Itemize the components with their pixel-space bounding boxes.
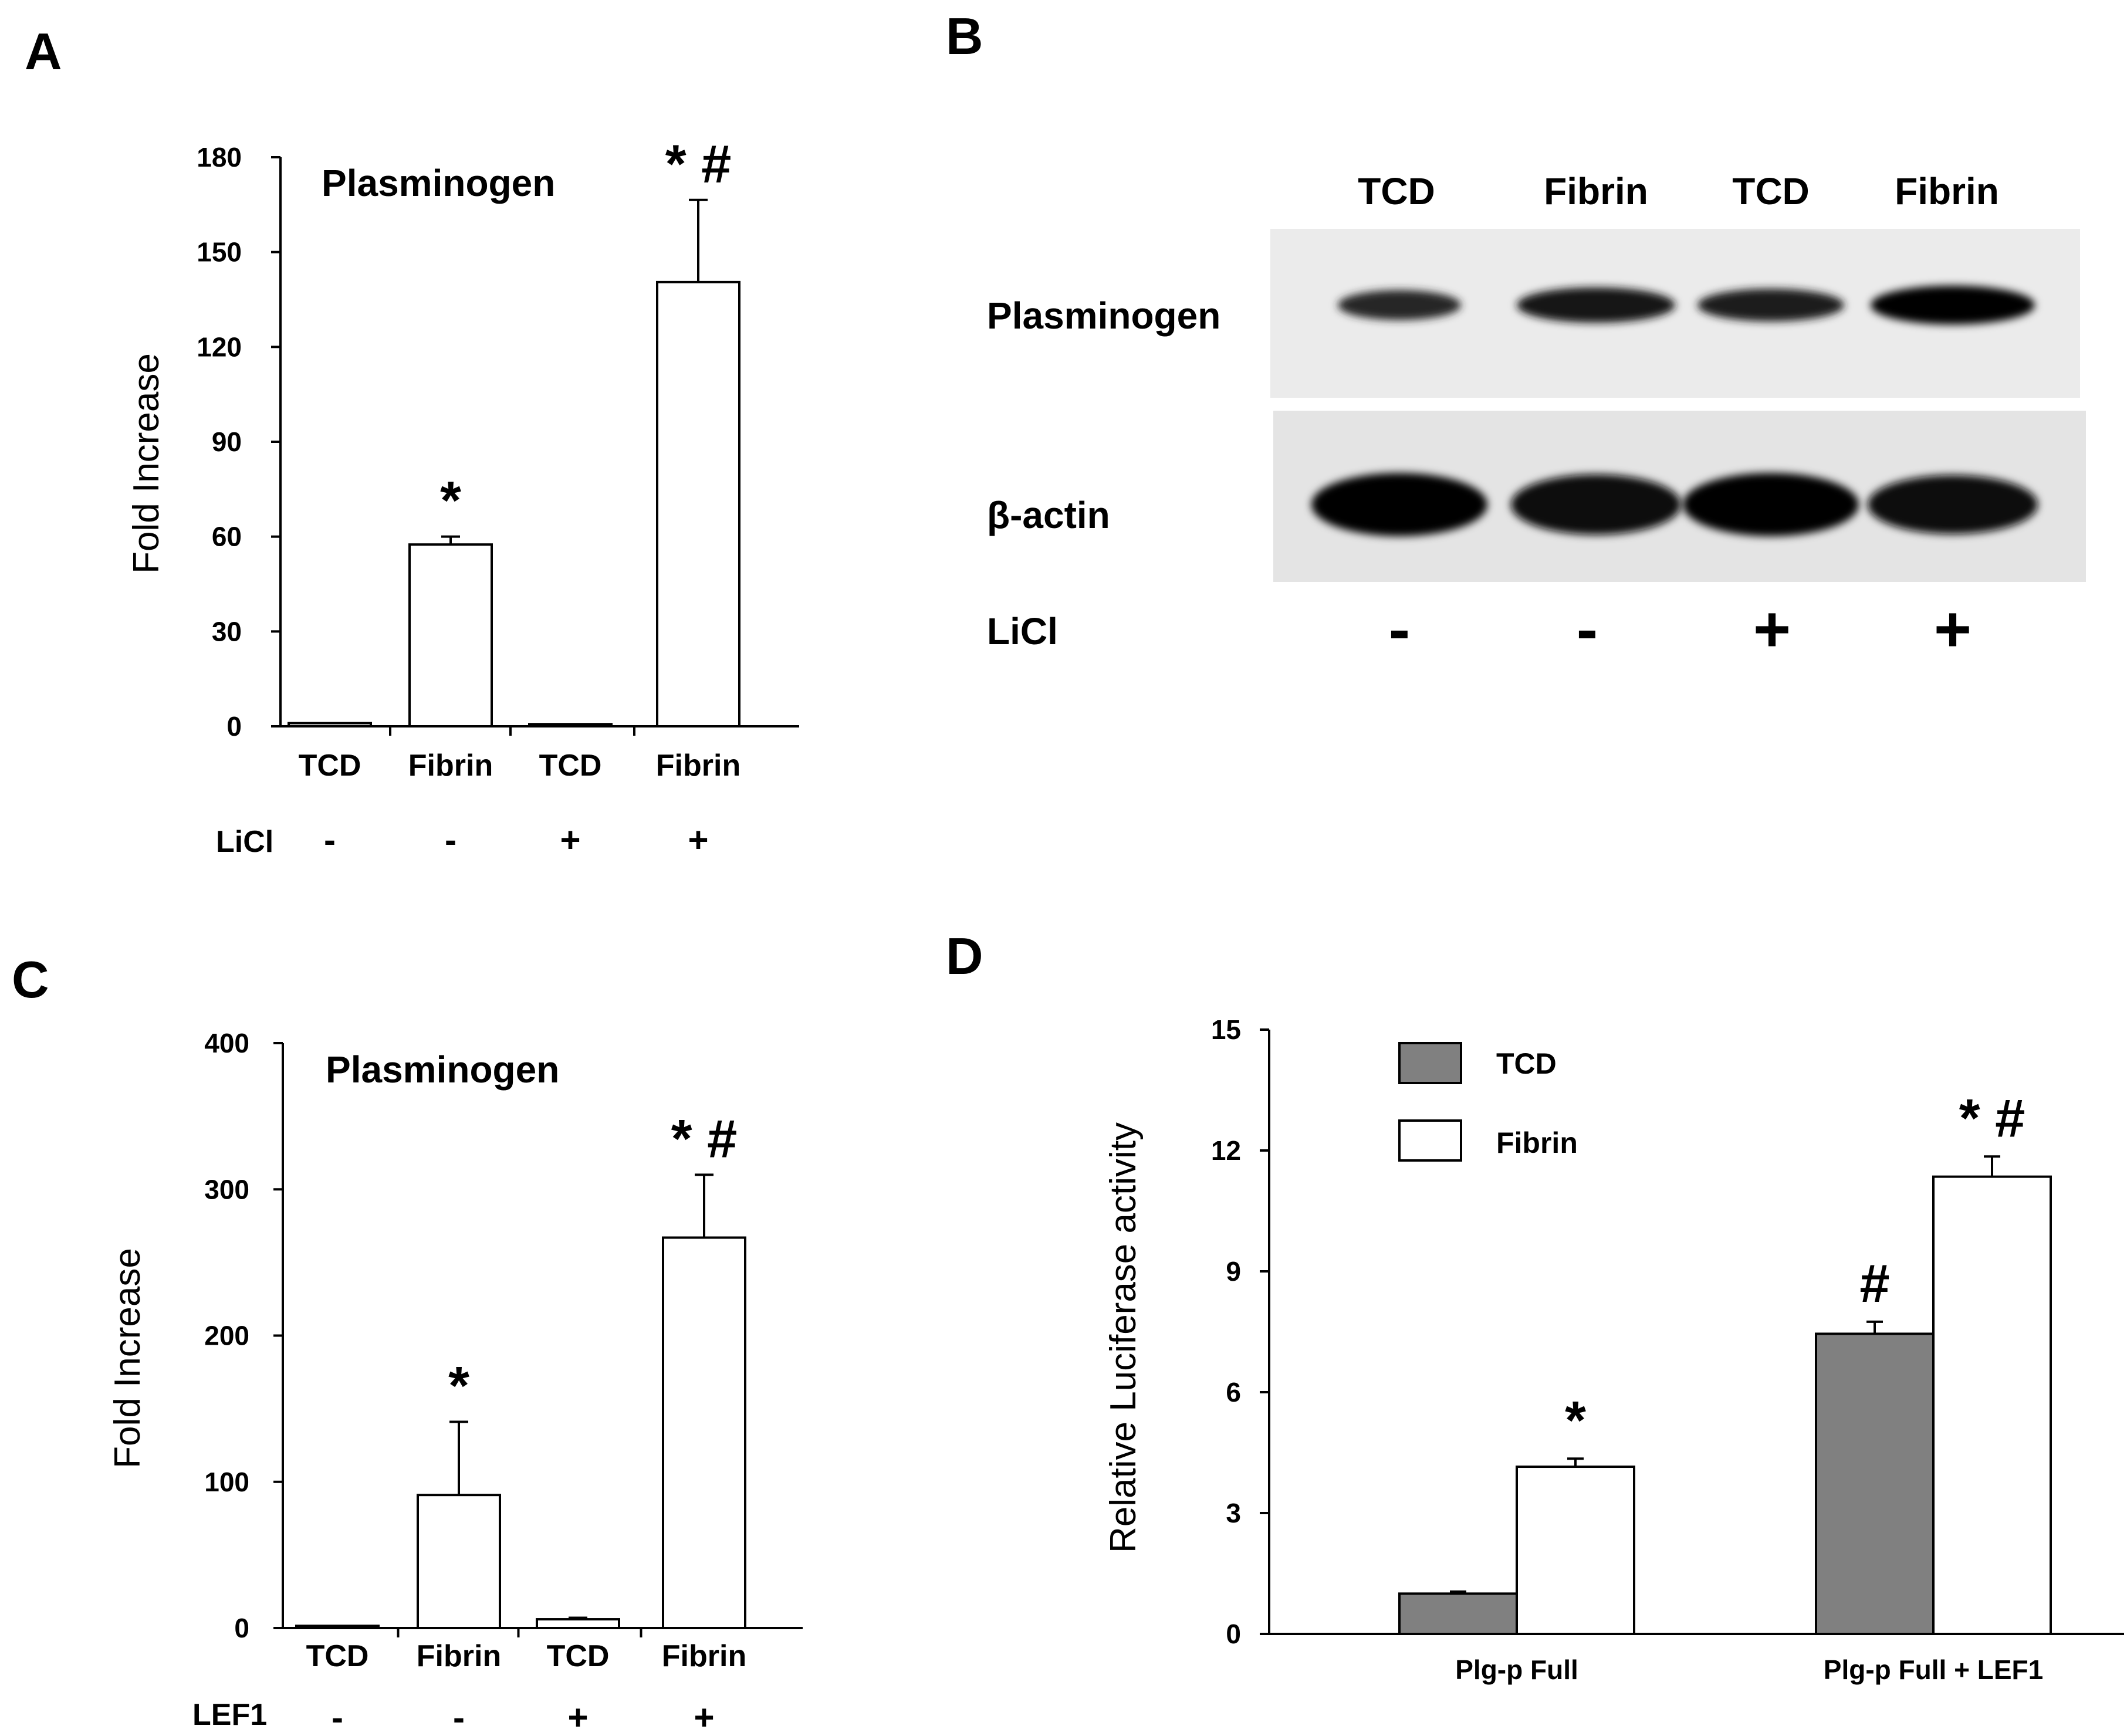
condition-sign: - xyxy=(453,1698,465,1736)
y-tick-label: 9 xyxy=(1226,1256,1241,1287)
category-label: TCD xyxy=(299,749,361,783)
y-tick-label: 0 xyxy=(226,711,242,742)
y-tick-label: 300 xyxy=(204,1174,249,1204)
blot-row-label-plasminogen: Plasminogen xyxy=(987,295,1220,337)
panel-label-d: D xyxy=(946,927,983,985)
bar xyxy=(662,1236,746,1629)
category-label: Fibrin xyxy=(408,749,493,783)
bar xyxy=(417,1494,501,1630)
significance-marker: # xyxy=(1859,1254,1889,1314)
blot-condition-label: LiCl xyxy=(987,610,1058,652)
blot-row-label-actin: β-actin xyxy=(987,494,1110,536)
bar xyxy=(408,543,493,728)
blot-lane-label: Fibrin xyxy=(1544,170,1648,212)
y-tick-label: 200 xyxy=(204,1321,249,1351)
chart-a-condition-label: LiCl xyxy=(216,825,273,859)
y-tick-label: 400 xyxy=(204,1028,249,1058)
blot-bands xyxy=(1311,285,2038,536)
significance-marker: * # xyxy=(665,134,732,194)
chart-a-ylabel: Fold Increase xyxy=(126,353,167,574)
blot-band xyxy=(1683,473,1859,536)
bar-fibrin xyxy=(1516,1466,1635,1636)
panel-label-b: B xyxy=(946,7,983,65)
y-tick-label: 12 xyxy=(1211,1135,1241,1166)
blot-condition-sign: - xyxy=(1389,593,1411,665)
chart-a: Plasminogen Fold Increase LiCl 0 30 60 90 12… xyxy=(126,134,799,859)
blot-band xyxy=(1871,285,2035,325)
bar-tcd xyxy=(1815,1332,1935,1636)
blot-lane-label: TCD xyxy=(1732,170,1810,212)
y-tick-label: 150 xyxy=(197,237,242,268)
blot-band xyxy=(1868,475,2038,534)
significance-marker: * # xyxy=(1959,1088,2025,1148)
bar xyxy=(528,723,613,728)
blot-band xyxy=(1697,289,1844,322)
condition-sign: + xyxy=(567,1698,588,1736)
category-label: TCD xyxy=(306,1639,369,1673)
category-label: Fibrin xyxy=(662,1639,746,1673)
condition-sign: - xyxy=(332,1698,343,1736)
panel-label-a: A xyxy=(25,22,62,80)
significance-marker: * xyxy=(448,1356,469,1416)
chart-d: Relative Luciferase activity TCD Fibrin … xyxy=(1103,1014,2124,1685)
blot-condition-sign: + xyxy=(1934,593,1972,665)
y-tick-label: 0 xyxy=(1226,1619,1241,1649)
blot-condition-sign: + xyxy=(1753,593,1791,665)
y-tick-label: 120 xyxy=(197,331,242,362)
chart-c-ylabel: Fold Increase xyxy=(107,1248,148,1468)
blot-lane-label: Fibrin xyxy=(1895,170,1999,212)
western-blot: TCD Fibrin TCD Fibrin Plasminogen β-acti… xyxy=(987,170,2086,665)
blot-band xyxy=(1511,474,1681,535)
significance-marker: * # xyxy=(671,1109,738,1169)
condition-sign: + xyxy=(688,820,708,859)
chart-a-title: Plasminogen xyxy=(322,162,555,204)
y-tick-label: 90 xyxy=(212,427,242,457)
condition-sign: - xyxy=(324,820,336,859)
panel-label-c: C xyxy=(12,950,49,1009)
category-label: Plg-p Full xyxy=(1455,1654,1578,1685)
y-tick-label: 30 xyxy=(212,616,242,647)
chart-c-condition-label: LEF1 xyxy=(192,1698,267,1732)
significance-marker: * xyxy=(1565,1390,1586,1450)
legend-swatch-tcd xyxy=(1398,1042,1462,1084)
blot-condition-sign: - xyxy=(1577,593,1598,665)
legend-label-fibrin: Fibrin xyxy=(1496,1126,1578,1159)
bar xyxy=(288,722,372,727)
condition-sign: - xyxy=(445,820,456,859)
chart-c: Plasminogen Fold Increase LEF1 0 100 200 30… xyxy=(107,1028,803,1736)
blot-band xyxy=(1517,287,1675,323)
bar xyxy=(295,1625,380,1629)
y-tick-label: 180 xyxy=(197,142,242,172)
category-label: TCD xyxy=(539,749,602,783)
category-label: TCD xyxy=(547,1639,610,1673)
category-label: Fibrin xyxy=(417,1639,501,1673)
bar xyxy=(656,280,740,728)
condition-sign: + xyxy=(694,1698,714,1736)
y-tick-label: 60 xyxy=(212,522,242,552)
legend-swatch-fibrin xyxy=(1398,1119,1462,1162)
significance-marker: * xyxy=(440,471,461,531)
category-label: Fibrin xyxy=(656,749,740,783)
blot-band xyxy=(1338,290,1461,320)
chart-c-title: Plasminogen xyxy=(326,1048,559,1091)
bar-fibrin xyxy=(1932,1175,2052,1635)
y-tick-label: 3 xyxy=(1226,1498,1241,1528)
y-tick-label: 15 xyxy=(1211,1014,1241,1045)
blot-lane-label: TCD xyxy=(1358,170,1435,212)
y-tick-label: 6 xyxy=(1226,1377,1241,1407)
y-tick-label: 0 xyxy=(234,1613,249,1643)
blot-band xyxy=(1311,473,1487,536)
y-tick-label: 100 xyxy=(204,1467,249,1497)
legend-label-tcd: TCD xyxy=(1496,1047,1557,1080)
condition-sign: + xyxy=(560,820,580,859)
chart-d-ylabel: Relative Luciferase activity xyxy=(1103,1122,1144,1553)
category-label: Plg-p Full + LEF1 xyxy=(1824,1654,2043,1685)
bar xyxy=(536,1618,620,1629)
bar-tcd xyxy=(1398,1592,1518,1635)
